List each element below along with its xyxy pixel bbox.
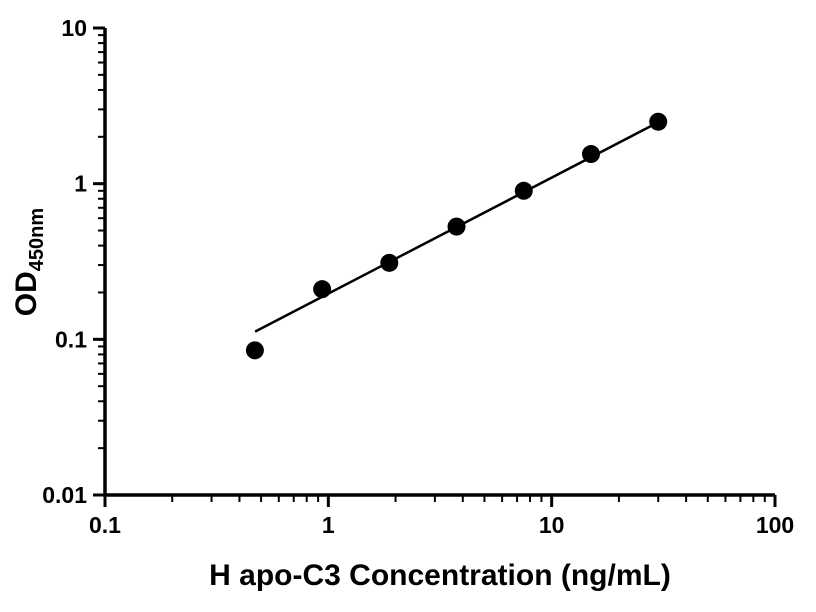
data-point: [581, 145, 600, 164]
x-tick-label: 1: [322, 512, 335, 538]
data-points: [245, 112, 668, 360]
y-axis-title-subscript: 450nm: [26, 208, 48, 271]
major-ticks: [93, 26, 777, 507]
y-axis-title: OD450nm: [10, 208, 48, 316]
x-tick-label: 10: [539, 512, 565, 538]
y-tick-label: 0.1: [55, 326, 87, 352]
axis-spines: [103, 28, 775, 497]
data-point: [313, 280, 332, 299]
minor-ticks: [98, 34, 766, 502]
x-axis-title: H apo-C3 Concentration (ng/mL): [209, 559, 671, 592]
x-axis-tick-labels: 0.1 1 10 100: [89, 512, 794, 538]
y-tick-label: 1: [74, 171, 87, 197]
data-point: [649, 112, 668, 131]
y-axis-title-main: OD: [10, 271, 43, 316]
y-tick-label: 10: [61, 15, 87, 41]
data-point: [380, 253, 399, 272]
y-tick-label: 0.01: [42, 482, 87, 508]
data-point: [447, 217, 466, 236]
y-axis-tick-labels: 0.01 0.1 1 10: [42, 15, 87, 508]
data-point: [514, 181, 533, 200]
x-tick-label: 100: [756, 512, 794, 538]
data-point: [245, 341, 264, 360]
axes: [103, 28, 775, 497]
x-tick-label: 0.1: [89, 512, 121, 538]
